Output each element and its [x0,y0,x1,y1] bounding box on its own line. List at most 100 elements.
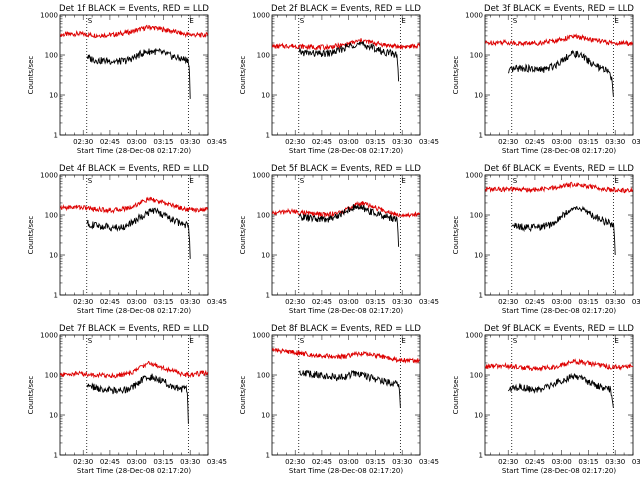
plot-frame [271,334,421,456]
x-tick-label: 03:00 [552,298,572,306]
x-tick-label: 02:30 [498,298,518,306]
x-tick-label: 02:30 [285,298,305,306]
plot-frame [271,14,421,136]
y-tick-label: 1 [266,132,270,140]
marker-e-label: E [614,17,618,25]
x-tick-label: 03:15 [365,458,385,466]
x-tick-label: 03:30 [180,458,200,466]
x-axis-label: Start Time (28-Dec-08 02:17:20) [289,147,403,155]
x-tick-label: 03:15 [153,458,173,466]
y-tick-label: 1000 [252,172,270,180]
marker-s-label: S [300,177,305,185]
y-tick-label: 1 [266,292,270,300]
series-events [298,204,400,247]
series-events [298,40,400,82]
series-events [86,47,191,99]
y-tick-label: 10 [261,412,270,420]
x-tick-label: 02:45 [525,298,545,306]
y-tick-label: 10 [49,412,58,420]
marker-e-label: E [189,177,193,185]
x-tick-label: 03:30 [392,298,412,306]
x-tick-label: 02:30 [498,138,518,146]
x-tick-label: 03:00 [127,138,147,146]
x-tick-label: 03:45 [419,458,439,466]
panel-det-3: Det 3f BLACK = Events, RED = LLD 1 10 100 10… [452,4,640,155]
x-tick-label: 03:15 [153,298,173,306]
x-tick-label: 03:15 [578,138,598,146]
marker-e-label: E [614,337,618,345]
x-tick-label: 03:45 [632,458,640,466]
x-tick-label: 03:00 [552,138,572,146]
x-tick-label: 02:45 [525,138,545,146]
panel-title: Det 3f BLACK = Events, RED = LLD [484,4,634,14]
marker-s-label: S [513,177,518,185]
y-axis-label: Counts/sec [239,216,247,255]
y-axis-label: Counts/sec [27,216,35,255]
y-tick-label: 1000 [465,332,483,340]
y-tick-label: 100 [470,212,483,220]
plot-frame [484,14,634,136]
y-tick-label: 100 [45,52,58,60]
x-tick-label: 03:00 [127,298,147,306]
series-lld [60,24,209,39]
y-tick-label: 1 [54,452,58,460]
marker-s-label: S [88,177,93,185]
panel-title: Det 8f BLACK = Events, RED = LLD [271,324,421,334]
y-axis-label: Counts/sec [452,56,460,95]
x-tick-label: 03:00 [552,458,572,466]
x-axis-label: Start Time (28-Dec-08 02:17:20) [502,467,616,475]
series-events [86,207,191,259]
x-tick-label: 03:30 [392,458,412,466]
x-tick-label: 03:45 [632,298,640,306]
x-axis-label: Start Time (28-Dec-08 02:17:20) [77,307,191,315]
marker-e-label: E [189,17,193,25]
marker-s-label: S [513,337,518,345]
marker-e-label: E [189,337,193,345]
x-tick-label: 02:30 [498,458,518,466]
x-axis-label: Start Time (28-Dec-08 02:17:20) [502,307,616,315]
panel-det-8: Det 8f BLACK = Events, RED = LLD 1 10 100 10… [239,324,439,475]
x-tick-label: 03:00 [339,298,359,306]
series-events [298,369,401,409]
x-axis-label: Start Time (28-Dec-08 02:17:20) [502,147,616,155]
x-tick-label: 02:45 [100,138,120,146]
x-tick-label: 02:45 [312,138,332,146]
panel-det-5: Det 5f BLACK = Events, RED = LLD 1 10 100 10… [239,164,439,315]
y-tick-label: 1000 [252,332,270,340]
y-tick-label: 10 [474,412,483,420]
y-tick-label: 10 [261,252,270,260]
marker-s-label: S [88,17,93,25]
x-tick-label: 03:00 [339,138,359,146]
plot-frame [59,14,209,136]
x-tick-label: 02:30 [285,138,305,146]
x-tick-label: 02:45 [312,298,332,306]
y-tick-label: 1000 [465,172,483,180]
series-lld [485,181,633,194]
panel-title: Det 5f BLACK = Events, RED = LLD [271,164,421,174]
y-tick-label: 1 [266,452,270,460]
plot-frame [59,334,209,456]
y-axis-label: Counts/sec [239,56,247,95]
x-tick-label: 03:15 [578,298,598,306]
panel-title: Det 7f BLACK = Events, RED = LLD [59,324,209,334]
x-tick-label: 02:45 [100,458,120,466]
y-axis-label: Counts/sec [452,376,460,415]
y-tick-label: 1 [54,132,58,140]
x-tick-label: 02:45 [525,458,545,466]
panel-det-4: Det 4f BLACK = Events, RED = LLD 1 10 100 10… [27,164,227,315]
panel-det-1: Det 1f BLACK = Events, RED = LLD 1 10 100 10… [27,4,227,155]
marker-e-label: E [614,177,618,185]
y-tick-label: 1000 [40,12,58,20]
series-lld [485,358,634,372]
x-tick-label: 03:45 [207,138,227,146]
marker-s-label: S [88,337,93,345]
x-tick-label: 03:15 [153,138,173,146]
y-tick-label: 100 [45,372,58,380]
y-tick-label: 10 [474,92,483,100]
x-tick-label: 03:15 [365,298,385,306]
panel-title: Det 4f BLACK = Events, RED = LLD [59,164,209,174]
panel-title: Det 2f BLACK = Events, RED = LLD [271,4,421,14]
x-tick-label: 02:30 [285,458,305,466]
series-lld [59,196,208,214]
